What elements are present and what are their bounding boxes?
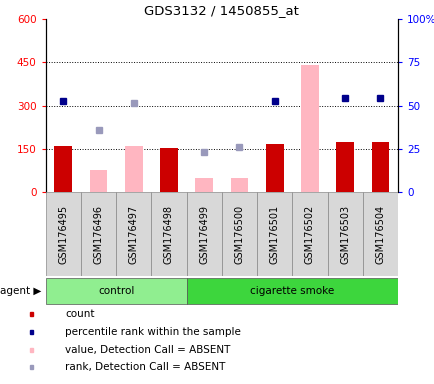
Bar (30, 348, 33, 352)
Bar (327, 192, 362, 276)
Bar (300, 65, 318, 192)
Bar (292, 192, 327, 276)
Bar (160, 148, 178, 192)
Text: percentile rank within the sample: percentile rank within the sample (65, 327, 240, 337)
Text: agent ▶: agent ▶ (0, 286, 41, 296)
Bar (30, 312, 33, 316)
Bar (151, 192, 186, 276)
Text: GSM176500: GSM176500 (234, 205, 244, 264)
Bar (221, 192, 256, 276)
Bar (362, 192, 397, 276)
Text: GSM176496: GSM176496 (93, 205, 103, 264)
Text: GSM176498: GSM176498 (164, 205, 174, 264)
Bar (195, 177, 213, 192)
Bar (54, 146, 72, 192)
Bar (230, 177, 248, 192)
Text: GSM176497: GSM176497 (128, 205, 138, 264)
Text: GSM176501: GSM176501 (269, 205, 279, 264)
Text: GSM176504: GSM176504 (375, 205, 385, 264)
Text: GSM176495: GSM176495 (58, 205, 68, 264)
Bar (116, 192, 151, 276)
Bar (46, 278, 186, 304)
Title: GDS3132 / 1450855_at: GDS3132 / 1450855_at (144, 3, 299, 17)
Text: value, Detection Call = ABSENT: value, Detection Call = ABSENT (65, 345, 230, 355)
Text: cigarette smoke: cigarette smoke (250, 286, 334, 296)
Bar (30, 330, 33, 334)
Text: rank, Detection Call = ABSENT: rank, Detection Call = ABSENT (65, 362, 225, 372)
Text: GSM176503: GSM176503 (339, 205, 349, 264)
Bar (89, 170, 107, 192)
Bar (186, 278, 397, 304)
Bar (186, 192, 221, 276)
Text: count: count (65, 309, 95, 319)
Text: control: control (98, 286, 134, 296)
Bar (30, 366, 33, 369)
Bar (256, 192, 292, 276)
Bar (125, 146, 142, 192)
Bar (81, 192, 116, 276)
Bar (265, 144, 283, 192)
Text: GSM176499: GSM176499 (199, 205, 209, 264)
Bar (371, 142, 388, 192)
Bar (335, 142, 353, 192)
Bar (46, 192, 81, 276)
Text: GSM176502: GSM176502 (304, 205, 314, 264)
